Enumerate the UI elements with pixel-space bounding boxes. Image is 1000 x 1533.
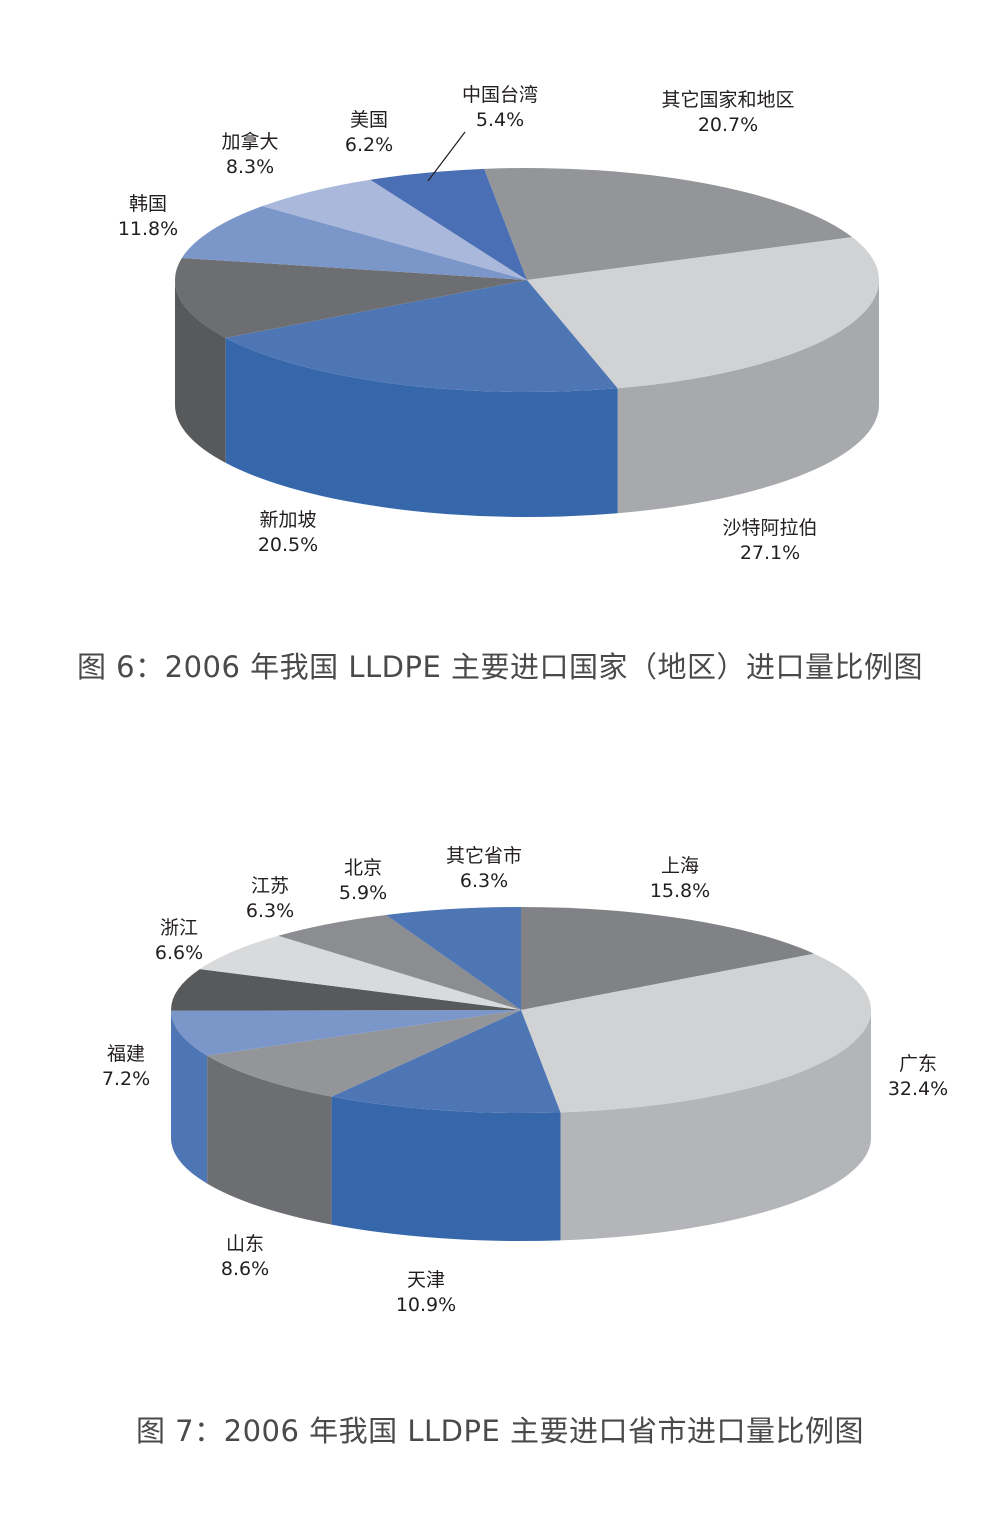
pie-chart-fig7: 上海 15.8% 广东 32.4% 天津 10.9% 山东 8.6% 福建 7.2% 浙江… [0, 820, 1000, 1340]
pie-side-2 [225, 337, 618, 517]
pie-side-3 [207, 1055, 332, 1225]
pie-side-2 [331, 1096, 561, 1241]
slice-label-usa: 美国 6.2% [344, 109, 394, 156]
slice-label-saudi-arabia: 沙特阿拉伯 27.1% [722, 517, 818, 564]
pie-slice-5 [171, 969, 522, 1011]
pie-3d-fig6 [174, 131, 880, 517]
slice-label-canada: 加拿大 8.3% [221, 131, 279, 178]
pie-slice-0 [521, 907, 815, 1010]
pie-chart-fig6: 其它国家和地区 20.7% 沙特阿拉伯 27.1% 新加坡 20.5% 韩国 11.8%… [0, 0, 1000, 620]
pie-side-3 [175, 280, 226, 463]
pie-slice-2 [225, 280, 618, 392]
slice-label-shanghai: 上海 15.8% [649, 855, 711, 902]
pie-slice-4 [181, 206, 527, 280]
pie-slice-7 [278, 914, 521, 1010]
pie-slice-2 [331, 1010, 561, 1113]
pie-side-4 [171, 1010, 208, 1184]
slice-label-shandong: 山东 8.6% [220, 1233, 270, 1280]
figure-caption-6: 图 6：2006 年我国 LLDPE 主要进口国家（地区）进口量比例图 [76, 650, 924, 684]
slice-label-taiwan: 中国台湾 5.4% [461, 84, 539, 131]
slice-label-guangdong: 广东 32.4% [887, 1053, 949, 1100]
pie-slice-3 [174, 257, 527, 338]
slice-label-jiangsu: 江苏 6.3% [245, 875, 295, 922]
pie-slice-1 [521, 953, 871, 1113]
pie-slice-3 [207, 1010, 521, 1097]
pie-slice-8 [386, 907, 521, 1010]
figure-caption-7: 图 7：2006 年我国 LLDPE 主要进口省市进口量比例图 [135, 1414, 865, 1448]
pie-slice-5 [262, 179, 527, 280]
pie-side-1 [560, 1010, 871, 1241]
pie-slice-0 [484, 168, 853, 280]
slice-label-fujian: 福建 7.2% [101, 1043, 151, 1090]
leader-line-taiwan [427, 131, 466, 182]
pie-slice-4 [171, 1010, 522, 1056]
pie-slice-1 [527, 237, 880, 389]
pie-slice-6 [199, 935, 521, 1010]
slice-label-singapore: 新加坡 20.5% [257, 509, 319, 556]
slice-label-other-provinces: 其它省市 6.3% [445, 845, 523, 892]
pie-3d-fig7 [171, 907, 871, 1241]
slice-label-other-regions: 其它国家和地区 20.7% [661, 89, 795, 136]
slice-label-beijing: 北京 5.9% [338, 857, 388, 904]
slice-label-korea: 韩国 11.8% [117, 193, 179, 240]
pie-slice-6 [370, 168, 527, 280]
slice-label-tianjin: 天津 10.9% [395, 1269, 457, 1316]
pie-side-1 [617, 280, 880, 514]
slice-label-zhejiang: 浙江 6.6% [154, 917, 204, 964]
